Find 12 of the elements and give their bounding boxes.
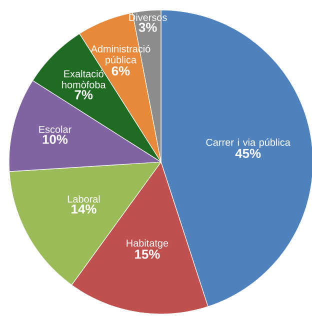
data-label: 14% (72, 204, 96, 214)
slice-label: Carrer i via pública (206, 138, 290, 148)
slice-label: Escolar (39, 126, 72, 133)
data-label: 7% (74, 90, 93, 100)
slice-label: Habitatge (126, 239, 168, 249)
slice-label: Exaltació homòfoba (62, 70, 106, 88)
data-label: 45% (235, 148, 261, 158)
data-label: 10% (42, 134, 68, 144)
data-label: 6% (112, 66, 130, 76)
data-label: 3% (138, 22, 157, 32)
slice-label: Laboral (68, 195, 100, 203)
data-label: 15% (135, 250, 160, 259)
